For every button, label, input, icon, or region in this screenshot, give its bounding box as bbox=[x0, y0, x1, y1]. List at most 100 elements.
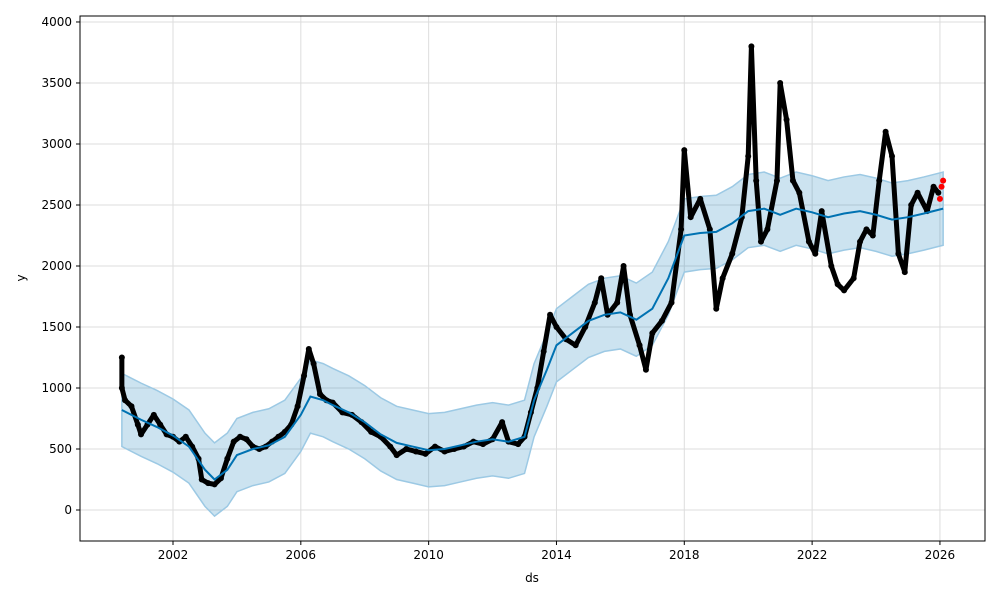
actual-point bbox=[895, 250, 902, 257]
actual-point bbox=[591, 299, 598, 306]
actual-point bbox=[706, 226, 713, 233]
actual-point bbox=[403, 446, 410, 453]
actual-point bbox=[122, 397, 129, 404]
actual-point bbox=[901, 269, 908, 276]
actual-point bbox=[243, 436, 250, 443]
actual-point bbox=[198, 476, 205, 483]
y-tick-label: 500 bbox=[49, 442, 72, 456]
actual-point bbox=[294, 403, 301, 410]
actual-point bbox=[301, 372, 308, 379]
actual-point bbox=[224, 455, 231, 462]
actual-point bbox=[515, 441, 522, 448]
actual-point bbox=[134, 421, 141, 428]
y-tick-label: 1500 bbox=[41, 320, 72, 334]
yhat-line bbox=[121, 207, 944, 481]
actual-point bbox=[118, 354, 125, 361]
actual-point bbox=[818, 208, 825, 215]
actual-point bbox=[157, 421, 164, 428]
actual-point bbox=[889, 153, 896, 160]
actual-point bbox=[713, 305, 720, 312]
actual-point bbox=[882, 128, 889, 135]
actual-point bbox=[748, 43, 755, 50]
actual-point bbox=[783, 116, 790, 123]
y-tick-label: 1000 bbox=[41, 381, 72, 395]
actual-point bbox=[310, 360, 317, 367]
actual-point bbox=[930, 183, 937, 190]
actual-point bbox=[658, 317, 665, 324]
y-ticks: 0 500 1000 1500 2000 2500 3000 3500 4000 bbox=[41, 15, 80, 517]
actual-point bbox=[935, 189, 942, 196]
x-tick-label: 2010 bbox=[413, 548, 444, 562]
actual-point bbox=[182, 433, 189, 440]
actual-point bbox=[393, 452, 400, 459]
actual-point bbox=[614, 299, 621, 306]
y-tick-label: 3500 bbox=[41, 76, 72, 90]
actual-point bbox=[668, 299, 675, 306]
actual-point bbox=[863, 226, 870, 233]
actual-point bbox=[540, 348, 547, 355]
recent-points bbox=[936, 177, 947, 202]
actual-point bbox=[834, 281, 841, 288]
x-tick-label: 2022 bbox=[797, 548, 828, 562]
actual-point bbox=[777, 79, 784, 86]
actual-point bbox=[753, 177, 760, 184]
actual-point bbox=[687, 214, 694, 221]
actual-point bbox=[857, 238, 864, 245]
x-tick-label: 2002 bbox=[158, 548, 189, 562]
y-tick-label: 4000 bbox=[41, 15, 72, 29]
actual-point bbox=[914, 189, 921, 196]
actual-point bbox=[841, 287, 848, 294]
actual-point bbox=[305, 345, 312, 352]
actual-point bbox=[432, 443, 439, 450]
actual-point bbox=[128, 403, 135, 410]
actual-point bbox=[118, 385, 125, 392]
actual-point bbox=[805, 238, 812, 245]
forecast-line bbox=[121, 207, 944, 481]
actual-point bbox=[387, 443, 394, 450]
actual-point bbox=[745, 153, 752, 160]
x-tick-label: 2014 bbox=[541, 548, 572, 562]
actual-point bbox=[789, 177, 796, 184]
actual-point bbox=[572, 342, 579, 349]
x-axis-label: ds bbox=[525, 571, 539, 585]
actual-point bbox=[850, 275, 857, 282]
actual-point bbox=[812, 250, 819, 257]
actual-point bbox=[479, 441, 486, 448]
actual-point bbox=[412, 448, 419, 455]
actual-point bbox=[553, 323, 560, 330]
recent-point bbox=[940, 177, 947, 184]
actual-point bbox=[230, 438, 237, 445]
actual-point bbox=[368, 428, 375, 435]
actual-point bbox=[796, 189, 803, 196]
actual-point bbox=[681, 147, 688, 154]
actual-point bbox=[422, 450, 429, 457]
actual-point bbox=[649, 330, 656, 337]
y-tick-label: 2000 bbox=[41, 259, 72, 273]
actual-point bbox=[598, 275, 605, 282]
uncertainty-band-area bbox=[121, 171, 944, 518]
actual-point bbox=[150, 411, 157, 418]
actual-point bbox=[757, 238, 764, 245]
recent-point bbox=[938, 183, 945, 190]
actual-point bbox=[773, 177, 780, 184]
actual-point bbox=[237, 433, 244, 440]
actual-point bbox=[869, 232, 876, 239]
actual-point bbox=[729, 250, 736, 257]
actual-point bbox=[697, 195, 704, 202]
actual-point bbox=[547, 311, 554, 318]
actual-point bbox=[678, 226, 685, 233]
actual-point bbox=[205, 480, 212, 487]
actual-point bbox=[908, 201, 915, 208]
actual-point bbox=[499, 419, 506, 426]
actual-point bbox=[316, 391, 323, 398]
actual-point bbox=[828, 262, 835, 269]
x-tick-label: 2018 bbox=[669, 548, 700, 562]
uncertainty-band bbox=[121, 171, 944, 518]
actual-point bbox=[211, 481, 218, 488]
x-ticks: 2002 2006 2010 2014 2018 2022 2026 bbox=[158, 541, 955, 562]
x-tick-label: 2006 bbox=[286, 548, 317, 562]
actual-point bbox=[876, 177, 883, 184]
actual-point bbox=[719, 275, 726, 282]
y-axis-label: y bbox=[14, 274, 28, 281]
